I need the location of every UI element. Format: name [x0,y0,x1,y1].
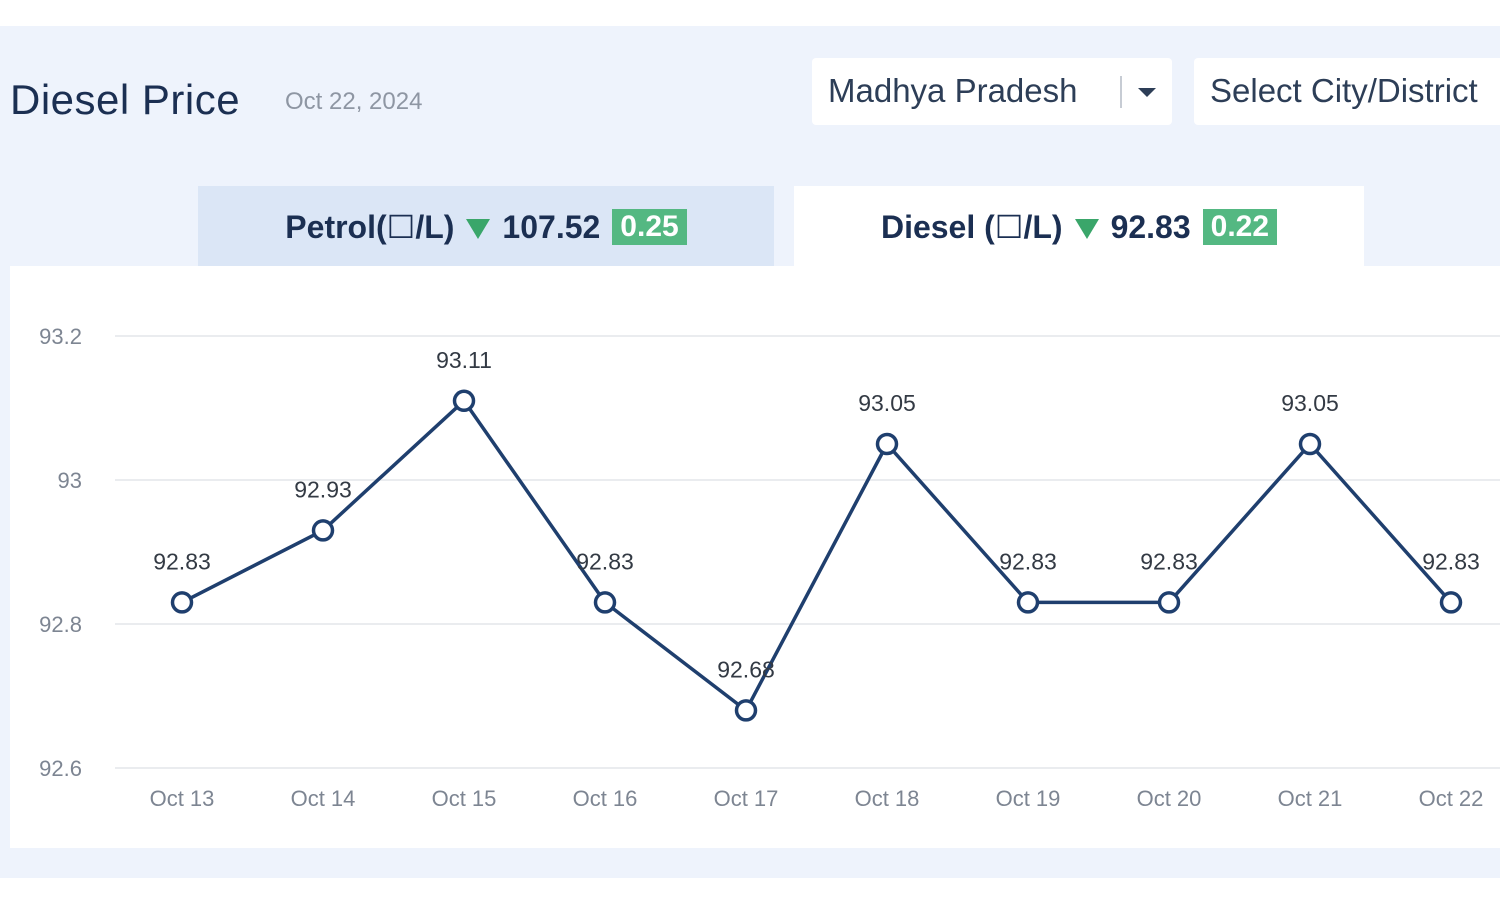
data-point [170,591,194,614]
data-label: 92.68 [717,656,775,682]
y-tick-label: 93 [58,468,82,493]
x-tick-label: Oct 16 [573,786,638,811]
data-label: 92.83 [576,548,634,574]
data-point [452,389,476,413]
data-point [1298,432,1322,456]
price-date: Oct 22, 2024 [285,88,423,115]
tab-diesel-label: Diesel (☐/L) [880,209,1063,245]
data-label: 93.11 [436,347,492,373]
data-label: 92.83 [1422,548,1480,574]
tab-petrol-label: Petrol(☐/L) [285,209,455,245]
city-select-placeholder: Select City/District [1210,72,1478,109]
x-tick-label: Oct 21 [1278,786,1343,811]
data-label: 92.93 [294,476,352,502]
x-tick-label: Oct 19 [996,786,1061,811]
x-tick-label: Oct 15 [432,786,497,811]
tab-petrol-price: 107.52 [502,208,601,245]
data-label: 92.83 [1140,548,1198,574]
y-tick-label: 92.6 [39,756,82,781]
data-point [1157,591,1181,614]
data-label: 92.83 [999,548,1057,574]
y-tick-label: 93.2 [39,324,82,349]
price-down-icon [1074,219,1099,239]
y-tick-label: 92.8 [39,612,82,637]
select-separator [1120,76,1122,108]
page-title: Diesel Price [10,76,241,123]
tab-petrol-change-badge: 0.25 [612,209,687,245]
price-down-icon [466,219,491,239]
data-point [875,432,899,456]
data-label: 93.05 [858,390,916,416]
tab-diesel-change-badge: 0.22 [1202,209,1278,245]
tab-diesel[interactable]: Diesel (☐/L) 92.83 0.22 [794,186,1364,268]
state-select[interactable]: Madhya Pradesh [812,58,1172,125]
data-label: 92.83 [153,548,211,574]
tab-petrol[interactable]: Petrol(☐/L) 107.52 0.25 [198,186,774,268]
x-tick-label: Oct 18 [855,786,920,811]
x-tick-label: Oct 22 [1419,786,1484,811]
tab-diesel-price: 92.83 [1110,208,1191,245]
data-point [1016,591,1040,614]
data-point [734,699,758,722]
x-tick-label: Oct 17 [714,786,779,811]
data-point [1439,591,1463,614]
chevron-down-icon[interactable] [1138,88,1156,97]
x-tick-label: Oct 13 [150,786,215,811]
data-label: 93.05 [1281,390,1339,416]
data-point [311,519,335,542]
state-select-value: Madhya Pradesh [828,72,1078,109]
data-point [593,591,617,614]
x-tick-label: Oct 20 [1137,786,1202,811]
price-chart-card [10,266,1500,848]
series-line [181,399,1453,713]
city-select[interactable]: Select City/District [1194,58,1500,125]
x-tick-label: Oct 14 [291,786,356,811]
